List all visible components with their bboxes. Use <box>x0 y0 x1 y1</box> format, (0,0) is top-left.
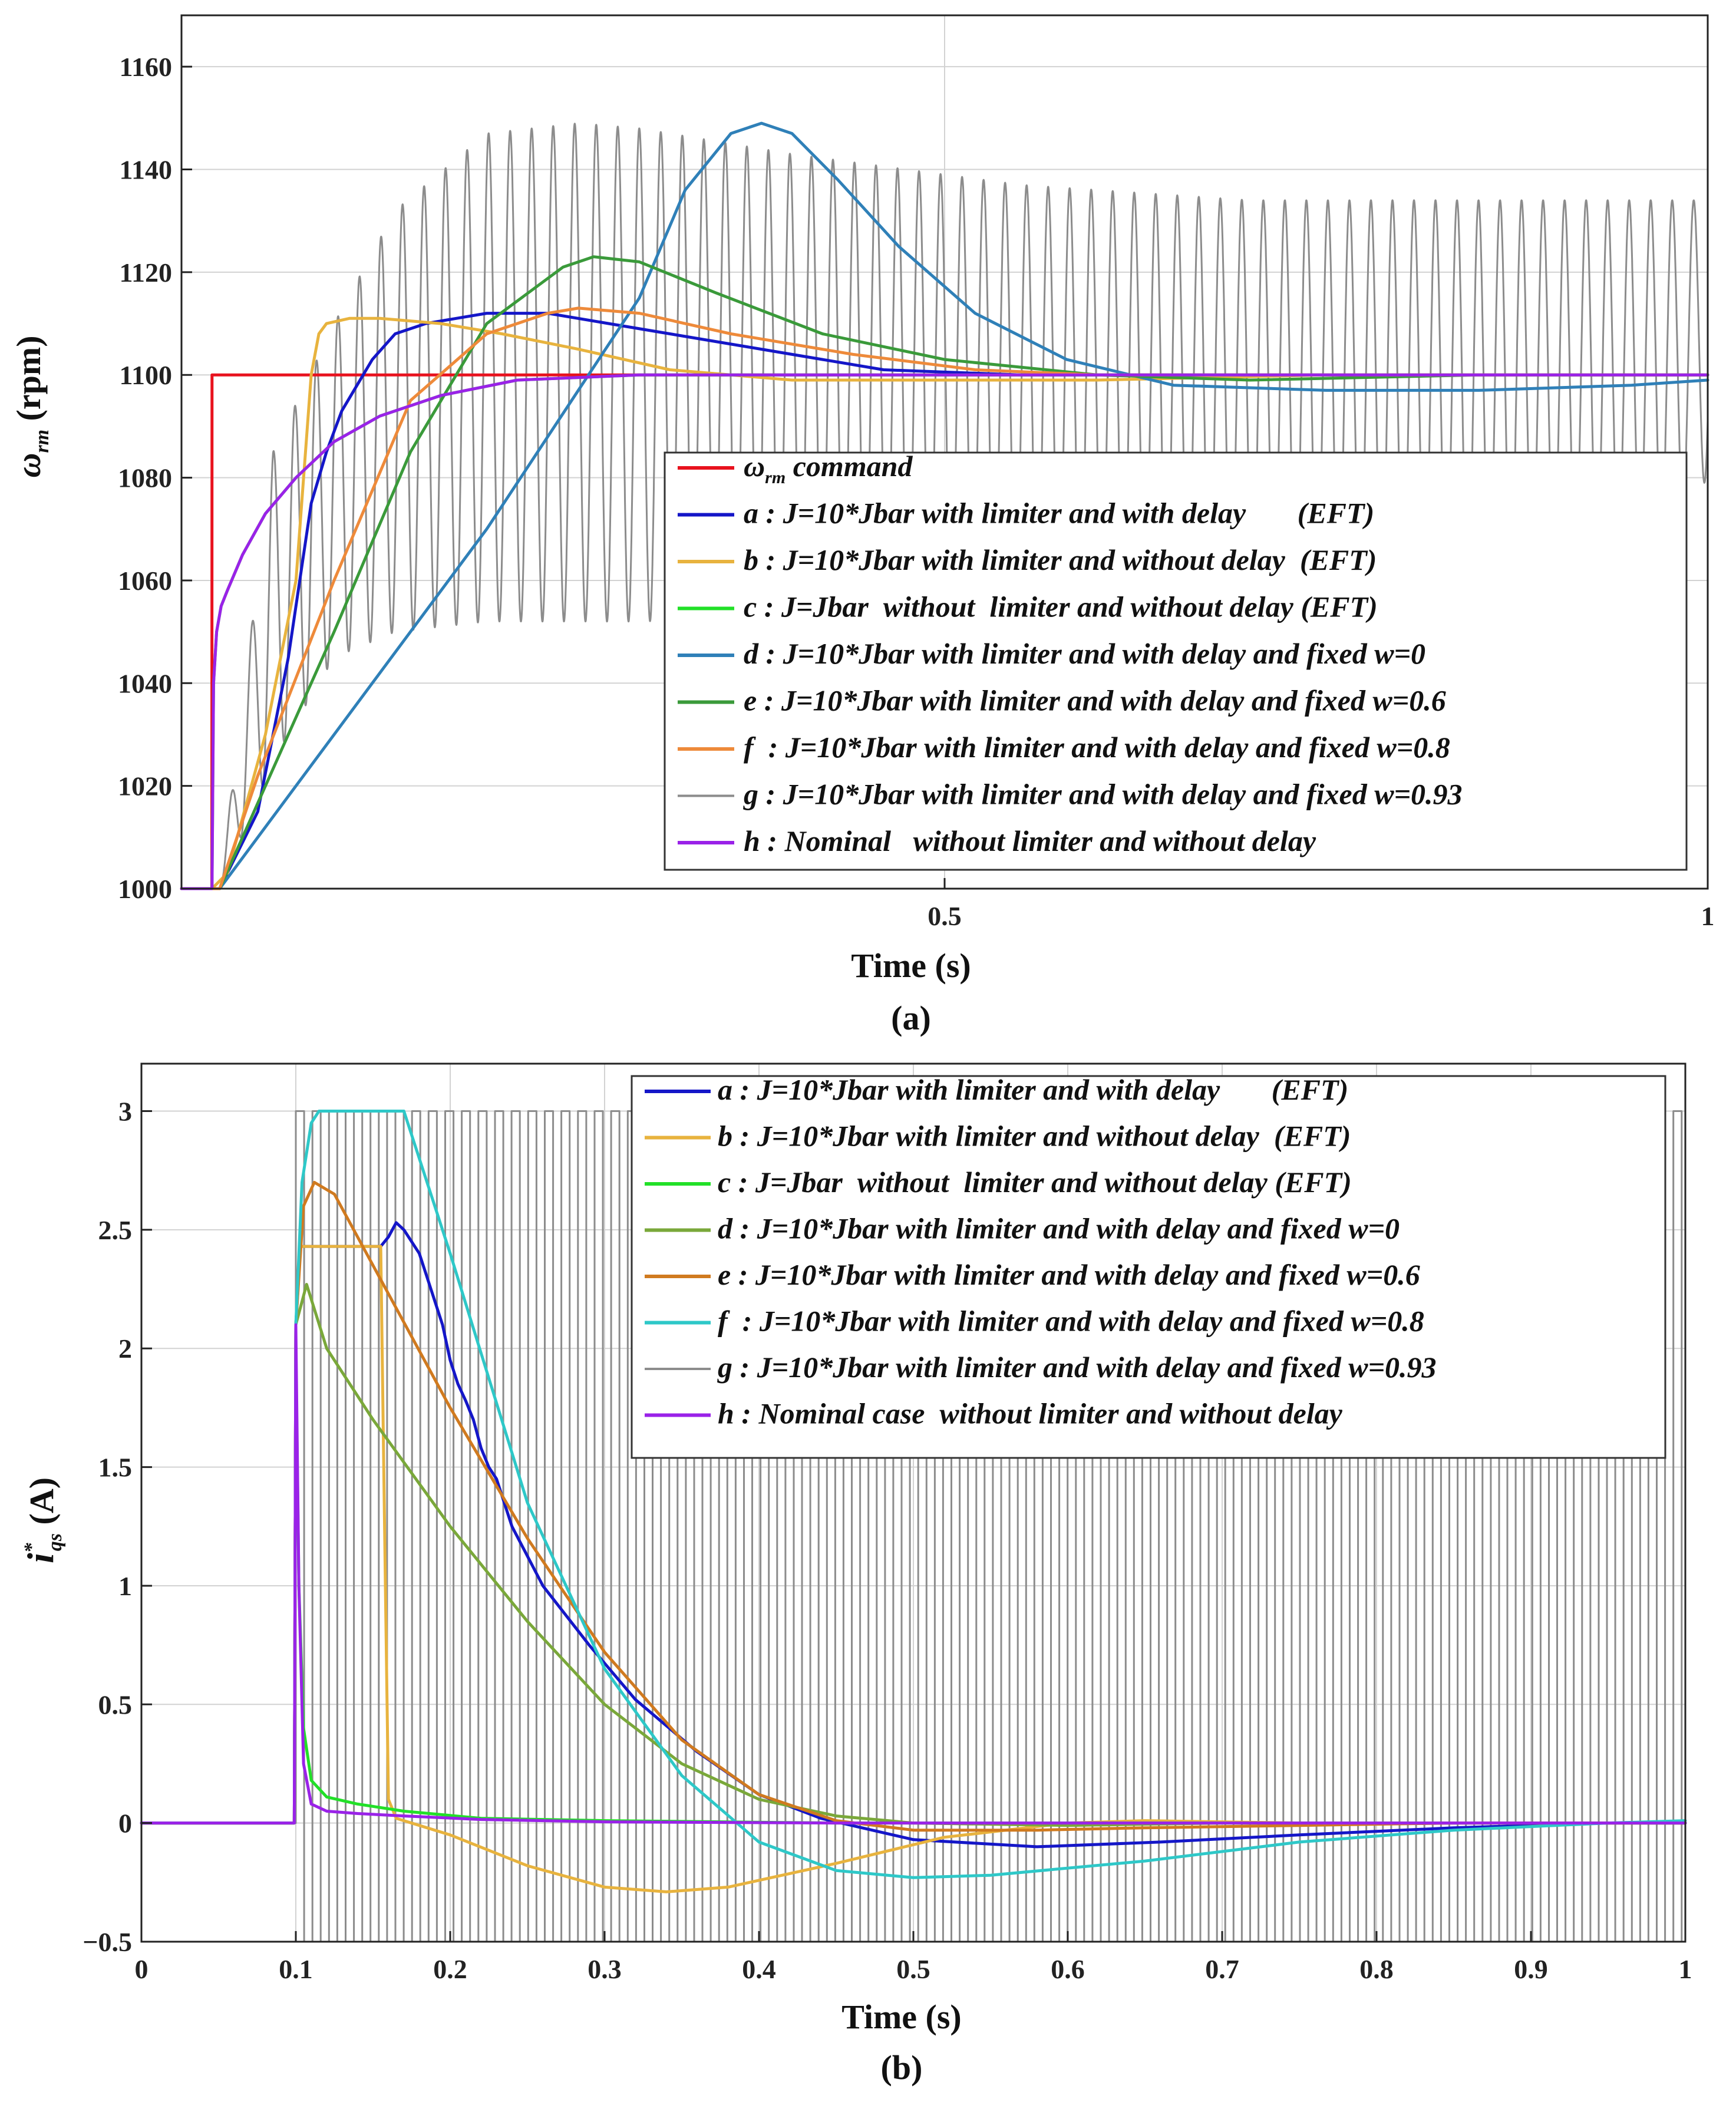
series-b-line <box>140 1245 1687 1893</box>
panel-a-label: (a) <box>891 999 931 1037</box>
legend-label-b: b : J=10*Jbar with limiter and without d… <box>718 1120 1351 1153</box>
svg-text:ωrm (rpm): ωrm (rpm) <box>9 335 53 477</box>
series-g-line <box>180 123 1709 890</box>
series-b-line <box>180 316 1709 890</box>
x-tick-label: 0.3 <box>588 1954 622 1984</box>
legend-label-c: c : J=Jbar without limiter and without d… <box>718 1166 1352 1199</box>
x-tick-label: 0.7 <box>1205 1954 1239 1984</box>
legend-label-cmd: ωrm command <box>744 450 913 487</box>
legend-label-d: d : J=10*Jbar with limiter and with dela… <box>744 637 1425 670</box>
panel-a-speed-chart: 1000 1020 1040 1060 1080 1100 1120 1140 1160 0.5… <box>9 14 1715 1037</box>
svg-text:i*qs (A): i*qs (A) <box>19 1477 66 1563</box>
y-tick-label: 1 <box>118 1571 132 1601</box>
legend-label-f: f : J=10*Jbar with limiter and with dela… <box>718 1305 1424 1338</box>
panel-a-series <box>180 121 1709 890</box>
y-tick-label: 1.5 <box>98 1453 133 1483</box>
y-tick-label: 0 <box>118 1809 132 1839</box>
series-e-line <box>180 255 1709 890</box>
y-tick-label: −0.5 <box>82 1927 132 1957</box>
series-h-line <box>180 373 1709 890</box>
legend-label-d: d : J=10*Jbar with limiter and with dela… <box>718 1212 1400 1245</box>
y-tick-label: 1000 <box>118 874 172 904</box>
panel-b-current-chart: −0.500.511.522.53 0 0.1 0.2 0.3 0.4 0.5 0.6 0.7… <box>19 1062 1692 2087</box>
series-e-line <box>140 1180 1687 1832</box>
y-tick-label: 1020 <box>118 771 172 801</box>
x-tick-label: 0.6 <box>1051 1954 1085 1984</box>
legend-label-h: h : Nominal without limiter and without … <box>744 824 1316 857</box>
y-tick-label: 1120 <box>120 258 172 288</box>
panel-b-legend-box <box>631 1075 1666 1459</box>
panel-a-x-ticks: 0.5 1 <box>928 878 1715 931</box>
legend-label-f: f : J=10*Jbar with limiter and with dela… <box>744 731 1450 764</box>
legend-label-g: g : J=10*Jbar with limiter and with dela… <box>717 1351 1437 1384</box>
panel-b-legend: a : J=10*Jbar with limiter and with dela… <box>631 1073 1666 1459</box>
y-tick-label: 3 <box>118 1097 132 1127</box>
legend-label-e: e : J=10*Jbar with limiter and with dela… <box>718 1258 1420 1291</box>
series-a-line <box>140 1221 1687 1849</box>
y-tick-label: 1080 <box>118 463 172 493</box>
y-tick-label: 1100 <box>120 360 172 390</box>
series-d-line <box>180 121 1709 890</box>
series-f-line <box>140 1110 1687 1879</box>
x-tick-label: 0.1 <box>279 1954 313 1984</box>
x-tick-label: 1 <box>1679 1954 1692 1984</box>
y-tick-label: 1160 <box>120 52 172 82</box>
panel-a-y-axis-label: ωrm (rpm) <box>9 335 53 477</box>
panel-b-label: (b) <box>881 2048 923 2087</box>
panel-b-y-ticks: −0.5 0 0.5 1 1.5 2 2.5 3 <box>82 1097 152 1957</box>
panel-a-legend-box <box>664 451 1688 871</box>
x-tick-label: 0.4 <box>742 1954 776 1984</box>
y-tick-label: 2 <box>118 1334 132 1364</box>
panel-b-x-ticks: 0 0.1 0.2 0.3 0.4 0.5 0.6 0.7 0.8 0.9 1 <box>135 1931 1692 1984</box>
series-d-line <box>140 1283 1687 1827</box>
x-tick-label: 0.8 <box>1359 1954 1394 1984</box>
legend-label-g: g : J=10*Jbar with limiter and with dela… <box>743 778 1463 811</box>
panel-a-y-ticks: 1000 1020 1040 1060 1080 1100 1120 1140 1160 <box>118 52 192 904</box>
legend-label-c: c : J=Jbar without limiter and without d… <box>744 590 1378 623</box>
x-tick-label: 0.5 <box>896 1954 930 1984</box>
x-tick-label: 1 <box>1701 901 1715 931</box>
panel-a-legend: ωrm command a : J=10*Jbar with limiter an… <box>664 450 1688 871</box>
series-h-line <box>140 1323 1687 1825</box>
x-tick-label: 0.9 <box>1514 1954 1548 1984</box>
y-tick-label: 0.5 <box>98 1689 133 1720</box>
x-tick-label: 0 <box>135 1954 148 1984</box>
panel-b-y-axis-label: i*qs (A) <box>19 1477 66 1563</box>
legend-label-e: e : J=10*Jbar with limiter and with dela… <box>744 684 1446 717</box>
y-tick-label: 2.5 <box>98 1215 133 1245</box>
legend-label-h: h : Nominal case without limiter and wit… <box>718 1397 1343 1430</box>
panel-a-x-axis-label: Time (s) <box>851 946 971 985</box>
panel-b-x-axis-label: Time (s) <box>841 1998 962 2036</box>
y-tick-label: 1140 <box>120 155 172 185</box>
legend-label-b: b : J=10*Jbar with limiter and without d… <box>744 543 1377 576</box>
x-tick-label: 0.2 <box>433 1954 467 1984</box>
legend-label-a: a : J=10*Jbar with limiter and with dela… <box>744 497 1374 530</box>
x-tick-label: 0.5 <box>928 901 962 931</box>
y-tick-label: 1060 <box>118 566 172 596</box>
y-tick-label: 1040 <box>118 668 172 698</box>
legend-label-a: a : J=10*Jbar with limiter and with dela… <box>718 1073 1348 1106</box>
